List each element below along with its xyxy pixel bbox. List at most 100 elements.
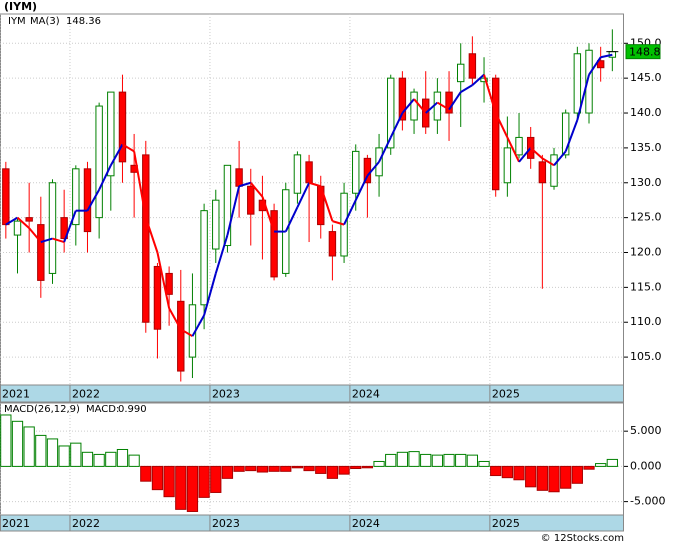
- y-tick-label: 125.0: [630, 211, 662, 224]
- ma-line: [378, 137, 392, 163]
- y-tick-label: 140.0: [630, 106, 662, 119]
- candle-body: [538, 161, 547, 184]
- ma-line: [576, 74, 590, 121]
- ma-line: [564, 119, 579, 152]
- ma-line: [16, 216, 30, 229]
- macd-bar: [501, 465, 513, 479]
- ma-line: [296, 182, 310, 208]
- candle-body: [515, 136, 523, 156]
- candle-body: [573, 53, 582, 114]
- macd-bar: [443, 453, 455, 467]
- legend-ma-name: MA(3): [30, 16, 60, 27]
- macd-bar: [490, 465, 502, 477]
- macd-bar: [175, 465, 187, 510]
- x-tick-label: 2025: [492, 517, 520, 530]
- macd-bar: [210, 465, 222, 493]
- ma-line: [5, 216, 19, 226]
- y-tick-label: 135.0: [630, 141, 662, 154]
- ma-line: [156, 252, 171, 309]
- ma-line: [109, 143, 124, 166]
- ma-line: [600, 53, 613, 59]
- candle-body: [212, 199, 220, 250]
- ma-line: [460, 84, 473, 93]
- macd-bar: [93, 453, 105, 467]
- candle-body: [235, 168, 243, 187]
- ma-line: [133, 151, 147, 218]
- ma-line: [448, 91, 462, 111]
- candle-body: [223, 164, 232, 247]
- candle-body: [13, 220, 22, 236]
- candle-body: [422, 98, 430, 128]
- legend-ma-last: 148.36: [66, 16, 101, 27]
- macd-bar: [58, 445, 70, 467]
- macd-bar: [315, 465, 327, 474]
- macd-bar: [583, 465, 595, 470]
- ma-line: [332, 220, 345, 226]
- ma-line: [144, 217, 159, 253]
- y-tick-label: 115.0: [630, 280, 662, 293]
- candle-body: [247, 185, 255, 215]
- x-tick-label: 2023: [212, 388, 240, 401]
- price-tag: [625, 44, 661, 60]
- y-tick-label: 145.0: [630, 71, 662, 84]
- candle-body: [398, 77, 407, 121]
- candle-body: [480, 77, 488, 83]
- macd-bar: [548, 465, 560, 493]
- macd-bar: [198, 465, 210, 498]
- macd-bar: [303, 465, 315, 472]
- macd-bar: [525, 465, 537, 488]
- candle-body: [561, 112, 570, 156]
- macd-bar: [140, 465, 152, 482]
- macd-bar: [163, 465, 175, 498]
- macd-bar: [478, 460, 490, 467]
- macd-bar: [385, 453, 397, 467]
- ma-line: [354, 175, 369, 201]
- macd-bar: [23, 426, 35, 467]
- y-tick-label: -5.000: [630, 495, 665, 508]
- ma-line: [518, 147, 532, 163]
- candle-body: [445, 91, 453, 114]
- ma-line: [86, 189, 101, 212]
- candle-body: [457, 63, 465, 83]
- macd-bar: [396, 451, 409, 467]
- price-tag-label: 148.8: [629, 46, 661, 59]
- macd-bar: [268, 465, 280, 472]
- candle-body: [95, 105, 103, 219]
- candle-body: [468, 53, 477, 79]
- ma-line: [506, 137, 520, 163]
- macd-bar: [221, 465, 234, 479]
- y-tick-label: 110.0: [630, 315, 662, 328]
- macd-bar: [256, 465, 269, 473]
- ma-line: [401, 98, 415, 114]
- x-tick-label: 2022: [72, 388, 100, 401]
- macd-bar: [361, 465, 374, 469]
- macd-bar: [245, 465, 257, 472]
- macd-bar: [466, 454, 479, 467]
- candle-body: [25, 217, 33, 222]
- ma-line: [530, 147, 544, 160]
- candle-body: [177, 300, 185, 372]
- ma-line: [553, 150, 567, 166]
- macd-bar: [291, 465, 304, 469]
- ma-line: [389, 112, 404, 138]
- candle-body: [48, 182, 57, 274]
- macd-bar: [513, 465, 525, 481]
- chart-title: (IYM): [4, 0, 37, 13]
- macd-bar: [46, 438, 59, 467]
- macd-bar: [455, 453, 467, 467]
- macd-bar: [116, 448, 129, 467]
- macd-bar: [105, 451, 117, 467]
- candle-body: [200, 210, 208, 306]
- candle-body: [270, 210, 278, 278]
- ma-line: [28, 227, 42, 243]
- macd-bar: [571, 465, 583, 484]
- ma-line: [483, 74, 497, 114]
- ma-line: [238, 181, 252, 188]
- ma-line: [214, 234, 229, 274]
- x-tick-label: 2021: [2, 388, 30, 401]
- macd-title: MACD(26,12,9): [4, 404, 80, 415]
- y-tick-label: 105.0: [630, 350, 662, 363]
- ma-line: [191, 314, 205, 337]
